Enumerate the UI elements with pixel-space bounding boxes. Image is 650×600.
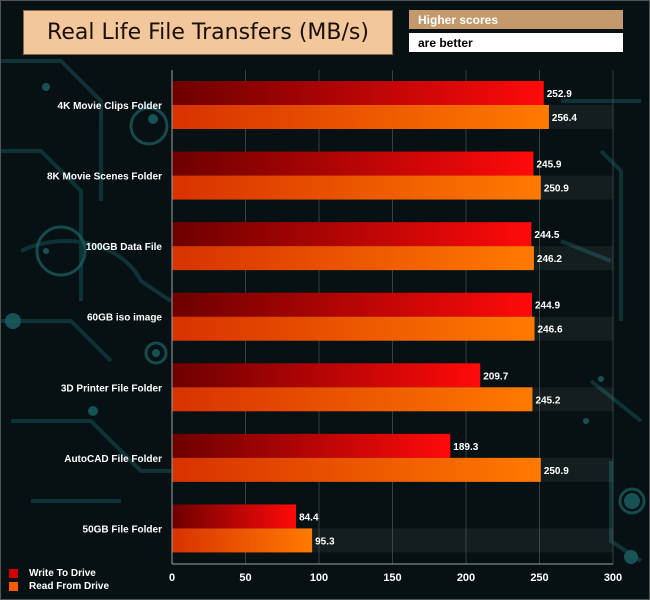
write-bar [172, 504, 297, 529]
chart-title: Real Life File Transfers (MB/s) [23, 10, 393, 55]
x-tick-label: 200 [457, 572, 475, 584]
data-label: 84.4 [299, 512, 319, 523]
data-label: 209.7 [483, 371, 508, 382]
read-bar [172, 105, 549, 129]
data-label: 189.3 [453, 442, 478, 453]
write-swatch [9, 568, 18, 578]
read-bar [172, 387, 533, 412]
data-label: 246.6 [538, 325, 563, 336]
are-better-note: are better [409, 33, 623, 52]
category-label: 4K Movie Clips Folder [58, 101, 163, 112]
legend-write-label: Write To Drive [29, 567, 96, 579]
category-label: 8K Movie Scenes Folder [47, 172, 162, 183]
higher-scores-note: Higher scores [409, 10, 623, 29]
category-label: AutoCAD File Folder [64, 454, 162, 465]
read-swatch [9, 581, 18, 591]
data-label: 250.9 [544, 184, 569, 195]
data-label: 245.2 [535, 395, 560, 406]
write-bar [172, 151, 534, 176]
data-label: 252.9 [547, 89, 572, 100]
category-label: 60GB iso image [87, 313, 162, 324]
data-label: 244.5 [534, 230, 559, 241]
data-label: 256.4 [552, 113, 577, 124]
category-label: 50GB File Folder [83, 524, 163, 535]
x-tick-label: 0 [169, 572, 175, 584]
data-label: 244.9 [535, 301, 560, 312]
write-bar [172, 433, 451, 458]
write-bar [172, 292, 533, 317]
data-label: 95.3 [315, 536, 335, 547]
read-bar [172, 528, 313, 553]
x-tick-label: 100 [310, 572, 328, 584]
write-bar [172, 81, 544, 105]
data-label: 250.9 [544, 466, 569, 477]
legend-item-read: Read From Drive [9, 580, 109, 592]
x-tick-label: 150 [383, 572, 401, 584]
category-label: 100GB Data File [86, 242, 163, 253]
category-label: 3D Printer File Folder [61, 383, 162, 394]
data-label: 246.2 [537, 254, 562, 265]
x-tick-label: 250 [530, 572, 548, 584]
read-bar [172, 316, 535, 341]
legend-item-write: Write To Drive [9, 567, 109, 579]
write-bar [172, 363, 481, 388]
read-bar [172, 246, 534, 271]
legend-read-label: Read From Drive [29, 580, 110, 592]
data-label: 245.9 [536, 160, 561, 171]
x-tick-label: 50 [239, 572, 251, 584]
x-tick-label: 300 [604, 572, 622, 584]
legend: Write To Drive Read From Drive [9, 567, 109, 593]
write-bar [172, 222, 532, 247]
read-bar [172, 175, 541, 200]
read-bar [172, 457, 541, 482]
